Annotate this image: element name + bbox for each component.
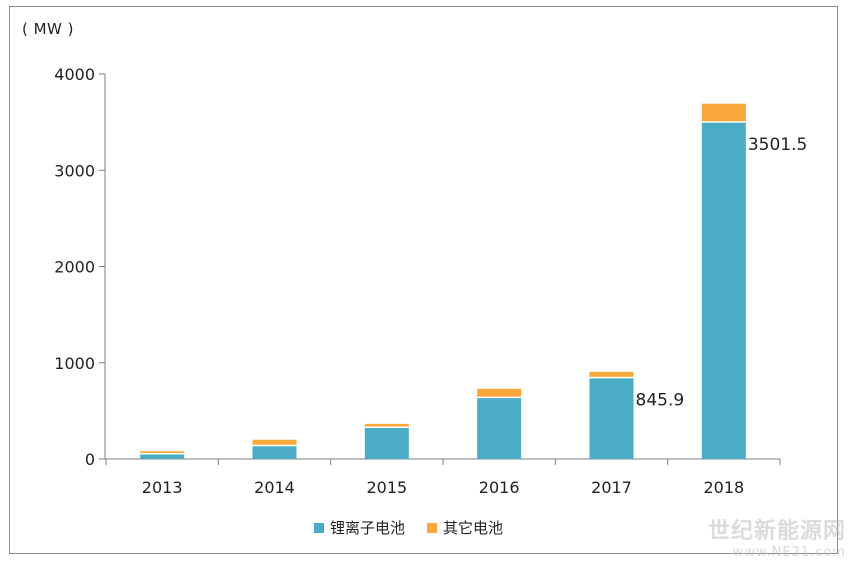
legend-label-other: 其它电池: [443, 519, 504, 537]
chart-frame: [9, 6, 838, 554]
data-label-2018: 3501.5: [748, 135, 807, 155]
legend-item-other: 其它电池: [427, 517, 503, 538]
y-tick-label: 2000: [54, 258, 95, 277]
chart-legend: 锂离子电池 其它电池: [314, 517, 517, 538]
bar-other-2016: [477, 388, 522, 398]
bar-lithium-2017: [589, 377, 634, 459]
bar-other-2013: [140, 451, 185, 454]
x-tick-label-2014: 2014: [254, 478, 295, 497]
y-axis-unit-label: ( MW ): [22, 20, 75, 38]
bar-other-2015: [364, 423, 409, 428]
bar-lithium-2018: [701, 121, 746, 459]
x-tick-label-2015: 2015: [366, 478, 407, 497]
y-tick-label: 3000: [54, 161, 95, 180]
bar-other-2014: [252, 439, 297, 446]
data-label-2017: 845.9: [636, 391, 685, 411]
bar-lithium-2014: [252, 445, 297, 459]
bar-other-2017: [589, 371, 634, 378]
y-tick-label: 4000: [54, 65, 95, 84]
x-tick-label-2017: 2017: [591, 478, 632, 497]
legend-item-lithium: 锂离子电池: [314, 517, 405, 538]
bar-other-2018: [701, 103, 746, 122]
x-tick-label-2018: 2018: [703, 478, 744, 497]
bar-lithium-2013: [140, 453, 185, 459]
x-tick-label-2013: 2013: [142, 478, 183, 497]
legend-swatch-lithium: [314, 522, 324, 533]
legend-label-lithium: 锂离子电池: [330, 519, 406, 537]
x-tick-label-2016: 2016: [479, 478, 520, 497]
bar-lithium-2016: [477, 397, 522, 459]
y-tick-label: 1000: [54, 354, 95, 373]
bar-lithium-2015: [364, 427, 409, 459]
legend-swatch-other: [427, 522, 438, 533]
y-tick-label: 0: [85, 450, 95, 469]
